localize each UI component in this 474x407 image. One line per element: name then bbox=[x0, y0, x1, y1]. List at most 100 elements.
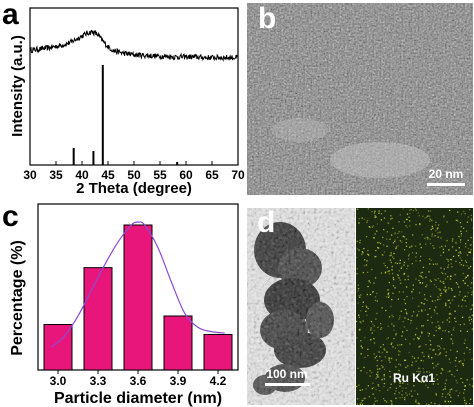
panel-d-ru-signal-dot bbox=[447, 299, 449, 302]
panel-d-ru-signal-dot bbox=[387, 289, 389, 291]
panel-b-scale-bar-label: 20 nm bbox=[429, 167, 464, 181]
panel-d-ru-signal-dot bbox=[406, 329, 408, 332]
panel-d-ru-signal-dot bbox=[445, 304, 447, 307]
panel-d-ru-signal-dot bbox=[368, 280, 370, 282]
panel-d-ru-signal-dot bbox=[426, 299, 428, 301]
panel-d-ru-signal-dot bbox=[454, 360, 457, 362]
panel-d-ru-signal-dot bbox=[471, 314, 473, 316]
panel-d-ru-signal-dot bbox=[358, 222, 360, 224]
panel-d-ru-signal-dot bbox=[469, 244, 472, 246]
panel-d-ru-signal-dot bbox=[414, 333, 417, 335]
panel-d-ru-signal-dot bbox=[430, 295, 432, 297]
panel-d-ru-signal-dot bbox=[451, 334, 453, 336]
panel-d-ru-signal-dot bbox=[403, 221, 405, 223]
panel-d-ru-signal-dot bbox=[384, 210, 386, 212]
panel-d-ru-signal-dot bbox=[421, 282, 424, 284]
panel-d-ru-signal-dot bbox=[464, 385, 466, 387]
panel-d-ru-signal-dot bbox=[399, 214, 401, 216]
panel-d-ru-signal-dot bbox=[431, 233, 433, 235]
panel-d-ru-signal-dot bbox=[367, 354, 369, 357]
panel-d-ru-signal-dot bbox=[372, 225, 374, 227]
panel-d-ru-signal-dot bbox=[433, 367, 435, 369]
panel-d-ru-signal-dot bbox=[460, 264, 462, 266]
panel-d-ru-signal-dot bbox=[449, 362, 451, 364]
panel-d-ru-signal-dot bbox=[424, 217, 426, 219]
panel-d-ru-signal-dot bbox=[401, 394, 403, 396]
panel-d-ru-signal-dot bbox=[407, 383, 409, 385]
panel-d-ru-signal-dot bbox=[404, 317, 406, 319]
panel-d-ru-signal-dot bbox=[420, 275, 422, 277]
panel-d-ru-signal-dot bbox=[407, 278, 409, 281]
panel-d-ru-signal-dot bbox=[448, 299, 450, 301]
panel-d-ru-signal-dot bbox=[439, 352, 442, 354]
panel-d-ru-signal-dot bbox=[455, 390, 457, 392]
panel-d-ru-map-dots bbox=[356, 208, 473, 405]
panel-d-ru-signal-dot bbox=[465, 305, 467, 307]
panel-d-ru-signal-dot bbox=[413, 338, 415, 340]
panel-d-ru-signal-dot bbox=[403, 249, 406, 251]
panel-d-ru-signal-dot bbox=[437, 299, 439, 301]
panel-d-ru-signal-dot bbox=[472, 287, 473, 289]
panel-d-ru-signal-dot bbox=[466, 330, 468, 333]
panel-d-ru-signal-dot bbox=[463, 352, 465, 354]
panel-d-ru-signal-dot bbox=[358, 314, 360, 316]
panel-d-ru-signal-dot bbox=[407, 275, 409, 277]
panel-d-ru-signal-dot bbox=[374, 233, 376, 235]
panel-d-ru-signal-dot bbox=[450, 288, 453, 290]
panel-d-ru-signal-dot bbox=[398, 392, 400, 394]
panel-d-ru-signal-dot bbox=[464, 339, 466, 341]
panel-c-gaussian-fit-curve bbox=[50, 221, 225, 348]
panel-d-ru-signal-dot bbox=[443, 268, 445, 270]
panel-d-ru-signal-dot bbox=[460, 213, 463, 215]
panel-d-ru-signal-dot bbox=[415, 252, 418, 254]
panel-d-ru-signal-dot bbox=[397, 274, 399, 277]
panel-d-ru-signal-dot bbox=[431, 357, 433, 359]
panel-d-ru-signal-dot bbox=[419, 292, 421, 294]
panel-c-bar bbox=[83, 267, 113, 371]
panel-d-ru-signal-dot bbox=[377, 326, 379, 329]
panel-a-letter: a bbox=[2, 0, 19, 31]
panel-d-ru-signal-dot bbox=[421, 309, 423, 311]
panel-d-ru-signal-dot bbox=[458, 252, 460, 254]
panel-d-ru-signal-dot bbox=[399, 317, 401, 319]
panel-d-ru-signal-dot bbox=[383, 368, 386, 370]
panel-d-ru-signal-dot bbox=[430, 259, 432, 261]
panel-d-ru-signal-dot bbox=[460, 360, 462, 362]
panel-d-ru-signal-dot bbox=[469, 403, 471, 405]
panel-d-ru-signal-dot bbox=[470, 318, 473, 320]
panel-d-ru-signal-dot bbox=[415, 278, 417, 280]
panel-d-ru-signal-dot bbox=[374, 296, 377, 298]
panel-d-ru-signal-dot bbox=[373, 353, 375, 355]
panel-d-ru-signal-dot bbox=[402, 387, 404, 389]
panel-d-ru-signal-dot bbox=[434, 311, 436, 313]
panel-d-ru-signal-dot bbox=[379, 368, 381, 370]
panel-d-ru-signal-dot bbox=[452, 329, 455, 331]
panel-d-ru-signal-dot bbox=[439, 280, 441, 282]
panel-d-ru-signal-dot bbox=[428, 371, 431, 373]
panel-d-ru-signal-dot bbox=[432, 263, 435, 265]
panel-a-x-tick-label: 60 bbox=[179, 168, 193, 182]
panel-d-ru-signal-dot bbox=[429, 348, 431, 350]
panel-d-ru-signal-dot bbox=[369, 226, 371, 228]
panel-d-ru-signal-dot bbox=[420, 255, 422, 258]
panel-d-ru-signal-dot bbox=[444, 400, 446, 402]
panel-d-ru-signal-dot bbox=[401, 396, 404, 399]
panel-d-ru-signal-dot bbox=[390, 383, 392, 385]
panel-d-ru-signal-dot bbox=[405, 366, 407, 369]
panel-d-ru-signal-dot bbox=[393, 325, 395, 327]
panel-d-ru-signal-dot bbox=[470, 244, 473, 246]
panel-d-ru-signal-dot bbox=[376, 400, 378, 402]
panel-d-ru-signal-dot bbox=[459, 291, 461, 293]
panel-d-ru-signal-dot bbox=[395, 334, 397, 336]
panel-d-ru-signal-dot bbox=[375, 355, 378, 357]
panel-d-ru-signal-dot bbox=[366, 306, 368, 308]
panel-d-ru-signal-dot bbox=[383, 374, 385, 376]
panel-d-ru-signal-dot bbox=[443, 288, 445, 291]
panel-d-ru-signal-dot bbox=[459, 222, 462, 224]
panel-d-ru-signal-dot bbox=[439, 294, 442, 297]
panel-d-ru-signal-dot bbox=[471, 237, 473, 239]
panel-d-ru-signal-dot bbox=[376, 312, 378, 315]
panel-d-ru-signal-dot bbox=[464, 282, 466, 284]
panel-c-x-tick-label: 3.9 bbox=[170, 374, 187, 388]
panel-d-ru-signal-dot bbox=[418, 338, 420, 340]
